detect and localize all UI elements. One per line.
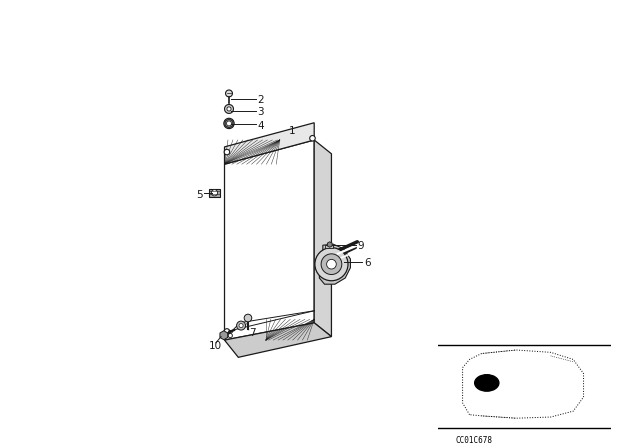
Polygon shape bbox=[327, 242, 332, 247]
Polygon shape bbox=[319, 244, 351, 284]
Circle shape bbox=[225, 90, 232, 97]
Text: 1: 1 bbox=[289, 126, 295, 136]
Circle shape bbox=[326, 259, 336, 269]
Circle shape bbox=[475, 375, 499, 391]
Circle shape bbox=[224, 118, 234, 129]
Circle shape bbox=[224, 149, 230, 155]
Circle shape bbox=[237, 321, 246, 330]
Polygon shape bbox=[314, 140, 332, 336]
Polygon shape bbox=[209, 189, 220, 197]
Polygon shape bbox=[225, 323, 332, 358]
Text: 5: 5 bbox=[196, 190, 203, 199]
Text: 7: 7 bbox=[250, 328, 256, 338]
Text: 3: 3 bbox=[257, 107, 264, 117]
Circle shape bbox=[227, 107, 231, 111]
Circle shape bbox=[315, 248, 348, 281]
Circle shape bbox=[224, 329, 230, 334]
Circle shape bbox=[211, 190, 218, 196]
Polygon shape bbox=[225, 140, 314, 340]
Text: CC01C678: CC01C678 bbox=[456, 436, 493, 445]
Text: 9: 9 bbox=[357, 241, 364, 251]
Circle shape bbox=[310, 135, 316, 141]
Circle shape bbox=[321, 254, 342, 275]
Polygon shape bbox=[220, 331, 228, 340]
Polygon shape bbox=[225, 119, 233, 128]
Circle shape bbox=[239, 323, 243, 327]
Polygon shape bbox=[325, 245, 333, 248]
Text: 2: 2 bbox=[257, 95, 264, 105]
Text: 6: 6 bbox=[364, 258, 371, 268]
Circle shape bbox=[225, 104, 234, 113]
Text: 10: 10 bbox=[209, 341, 222, 351]
Circle shape bbox=[244, 314, 252, 322]
Circle shape bbox=[227, 121, 232, 126]
Text: 8: 8 bbox=[226, 330, 233, 340]
Polygon shape bbox=[225, 123, 314, 164]
Text: 4: 4 bbox=[257, 121, 264, 130]
